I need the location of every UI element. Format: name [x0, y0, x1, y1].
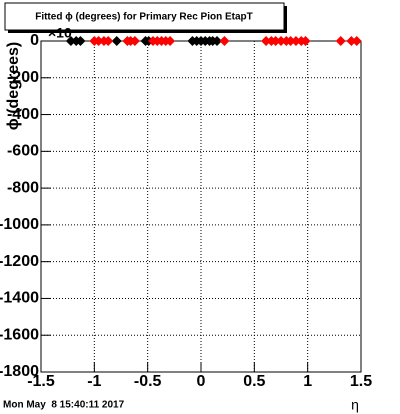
y-tick-label: -1800: [0, 363, 39, 380]
x-tick-label: 1.5: [350, 373, 372, 390]
x-axis-label: η: [351, 397, 359, 413]
point: [93, 36, 104, 46]
point: [276, 36, 286, 46]
point: [165, 36, 176, 46]
point: [75, 36, 86, 46]
x-tick-label: 1: [303, 373, 312, 390]
y-tick-label: -200: [7, 69, 39, 86]
point: [290, 36, 301, 46]
y-axis-label: ϕ (degrees): [5, 42, 22, 130]
x-tick-label: 0: [197, 373, 206, 390]
point: [285, 36, 296, 46]
timestamp: Mon May 8 15:40:11 2017: [3, 400, 125, 411]
point: [129, 36, 140, 46]
point: [103, 36, 114, 46]
x-tick-label: 0.5: [243, 373, 265, 390]
y-tick-label: -1000: [0, 216, 39, 233]
y-tick-label: -400: [7, 106, 39, 123]
y-tick-label: -600: [7, 143, 39, 160]
point: [261, 36, 272, 46]
y-tick-label: -1600: [0, 326, 39, 343]
point: [300, 36, 311, 46]
y-tick-label: -1200: [0, 253, 39, 270]
point: [212, 36, 222, 46]
x-tick-label: -1.5: [27, 373, 55, 390]
point: [111, 36, 122, 46]
x-tick-label: -0.5: [134, 373, 162, 390]
y-multiplier: ×10: [48, 25, 72, 41]
point: [346, 36, 357, 46]
y-tick-label: -1400: [0, 290, 39, 307]
x-tick-label: -1: [87, 373, 101, 390]
point: [335, 36, 346, 46]
title-box: [4, 2, 285, 31]
point: [270, 36, 281, 46]
point: [219, 36, 230, 46]
point: [65, 36, 76, 46]
y-tick-label: -800: [7, 179, 39, 196]
y-tick-label: 0: [30, 32, 39, 49]
chart-title: Fitted ϕ (degrees) for Primary Rec Pion …: [35, 12, 253, 23]
point: [351, 36, 362, 46]
